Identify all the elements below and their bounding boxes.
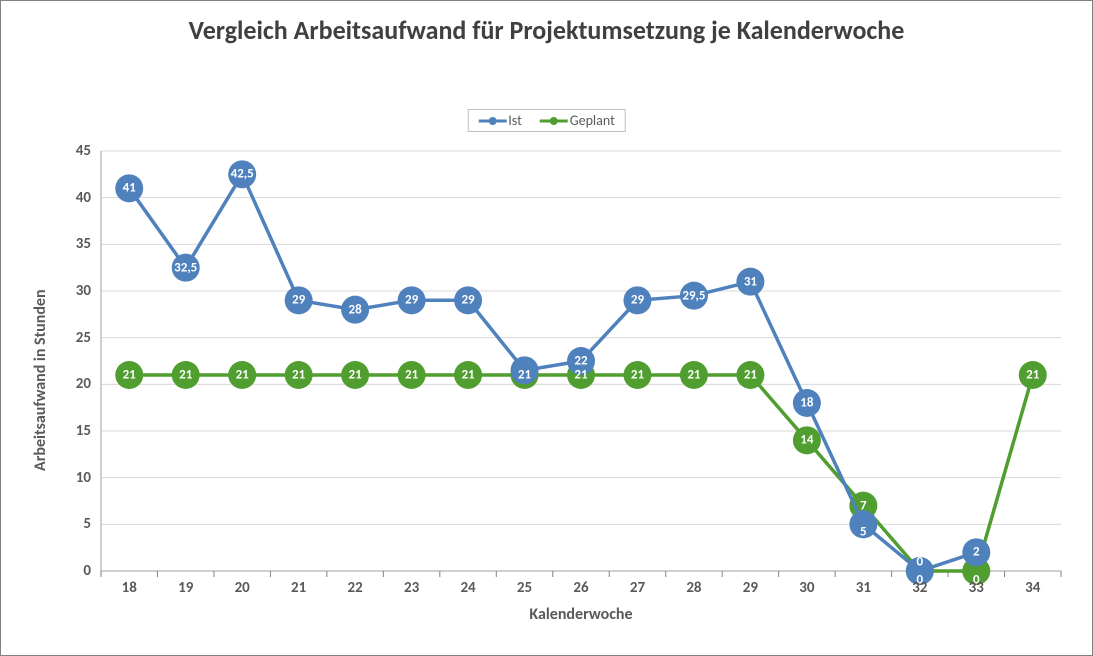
x-tick-label: 26: [561, 579, 601, 597]
x-tick-label: 21: [279, 579, 319, 597]
x-tick-label: 27: [617, 579, 657, 597]
y-tick-label: 35: [51, 235, 91, 253]
x-axis-label: Kalenderwoche: [101, 605, 1061, 624]
legend-swatch: [478, 114, 506, 128]
legend: Ist Geplant: [467, 109, 626, 132]
chart-title: Vergleich Arbeitsaufwand für Projektumse…: [1, 15, 1092, 46]
y-tick-label: 20: [51, 375, 91, 393]
y-tick-label: 15: [51, 422, 91, 440]
y-tick-label: 40: [51, 189, 91, 207]
y-tick-label: 45: [51, 142, 91, 160]
x-tick-label: 25: [505, 579, 545, 597]
legend-label: Geplant: [570, 112, 615, 129]
x-tick-label: 31: [843, 579, 883, 597]
legend-item: Geplant: [540, 112, 615, 129]
y-axis-label: Arbeitsaufwand in Stunden: [31, 289, 50, 471]
plot-area: 21212121212121212121212114700214132,542,…: [101, 151, 1061, 571]
x-tick-label: 29: [730, 579, 770, 597]
x-tick-label: 23: [392, 579, 432, 597]
y-tick-label: 5: [51, 515, 91, 533]
x-tick-label: 30: [787, 579, 827, 597]
y-tick-label: 0: [51, 562, 91, 580]
x-tick-label: 28: [674, 579, 714, 597]
legend-label: Ist: [508, 112, 522, 129]
x-tick-label: 24: [448, 579, 488, 597]
x-tick-label: 20: [222, 579, 262, 597]
x-tick-label: 19: [166, 579, 206, 597]
y-tick-label: 30: [51, 282, 91, 300]
x-tick-label: 32: [900, 579, 940, 597]
x-tick-label: 33: [956, 579, 996, 597]
y-tick-label: 25: [51, 329, 91, 347]
x-tick-label: 34: [1013, 579, 1053, 597]
chart-svg: [101, 151, 1061, 571]
legend-swatch: [540, 114, 568, 128]
x-tick-label: 22: [335, 579, 375, 597]
y-tick-label: 10: [51, 469, 91, 487]
chart-container: Vergleich Arbeitsaufwand für Projektumse…: [0, 0, 1093, 656]
legend-item: Ist: [478, 112, 522, 129]
x-tick-label: 18: [109, 579, 149, 597]
